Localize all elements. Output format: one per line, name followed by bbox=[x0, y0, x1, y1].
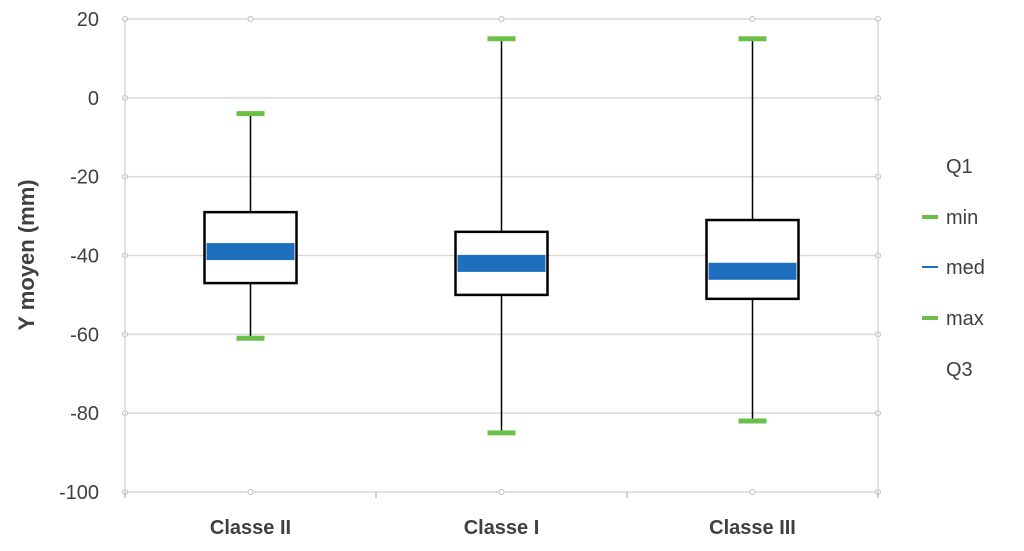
y-tick-label: 20 bbox=[77, 9, 99, 31]
legend: Q1 min med max Q3 bbox=[922, 156, 985, 381]
box-series bbox=[203, 36, 800, 436]
axes: 20 0 -20 -40 -60 -80 -100 Classe II Classe I Clas… bbox=[59, 9, 879, 539]
median-bar bbox=[708, 262, 797, 280]
x-category-label: Classe I bbox=[464, 517, 540, 539]
grid-marker bbox=[247, 16, 254, 22]
legend-label-Q1: Q1 bbox=[946, 156, 973, 178]
y-tick-label: -60 bbox=[70, 324, 99, 346]
legend-label-max: max bbox=[946, 308, 984, 330]
grid-marker bbox=[749, 489, 756, 495]
legend-label-min: min bbox=[946, 207, 978, 229]
y-tick-label: -80 bbox=[70, 403, 99, 425]
x-category-label: Classe III bbox=[709, 517, 796, 539]
y-tick-label: 0 bbox=[88, 88, 99, 110]
legend-label-med: med bbox=[946, 257, 985, 279]
grid-marker bbox=[498, 489, 505, 495]
median-bar bbox=[206, 243, 295, 261]
box-q1-q3 bbox=[705, 218, 800, 301]
legend-label-Q3: Q3 bbox=[946, 359, 973, 381]
grid-marker bbox=[749, 16, 756, 22]
x-category-label: Classe II bbox=[210, 517, 291, 539]
y-axis-title: Y moyen (mm) bbox=[14, 179, 39, 330]
grid-marker bbox=[498, 16, 505, 22]
y-tick-label: -20 bbox=[70, 167, 99, 189]
y-tick-label: -40 bbox=[70, 246, 99, 268]
grid-marker bbox=[247, 489, 254, 495]
y-tick-label: -100 bbox=[59, 482, 99, 504]
median-bar bbox=[457, 254, 546, 272]
